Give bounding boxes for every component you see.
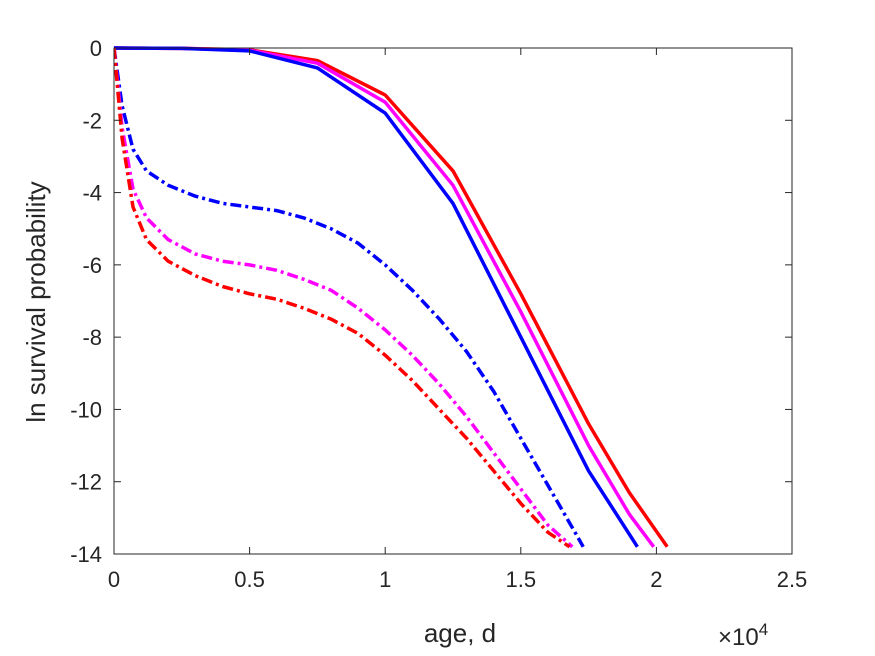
- x-axis-exponent-power: 4: [759, 620, 768, 639]
- series-line-5: [114, 47, 574, 549]
- axes-frame: [113, 47, 793, 555]
- x-tick-label: 2.5: [777, 567, 808, 592]
- series-layer: [114, 46, 669, 549]
- plot-background: [114, 48, 792, 554]
- y-tick-label: -4: [82, 181, 102, 206]
- y-tick-label: -12: [70, 470, 102, 495]
- series-line-6: [114, 47, 571, 549]
- y-tick-label: 0: [90, 36, 102, 61]
- series-line-3: [114, 46, 639, 548]
- y-axis-label: ln survival probability: [21, 181, 51, 422]
- x-tick-label: 1.5: [506, 567, 537, 592]
- x-axis-label: age, d: [424, 618, 496, 648]
- y-tick-label: -2: [82, 108, 102, 133]
- x-tick-label: 0.5: [234, 567, 265, 592]
- y-tick-label: -6: [82, 253, 102, 278]
- series-line-4: [114, 47, 585, 548]
- y-tick-label: -8: [82, 325, 102, 350]
- y-tick-label: -10: [70, 397, 102, 422]
- x-tick-label: 2: [650, 567, 662, 592]
- x-tick-label: 0: [108, 567, 120, 592]
- plot-area: [114, 48, 792, 554]
- y-tick-label: -14: [70, 542, 102, 567]
- x-axis-exponent: ×104: [718, 620, 768, 651]
- x-axis-exponent-base: ×10: [718, 624, 759, 651]
- x-tick-label: 1: [379, 567, 391, 592]
- axes-layer: 0 0.5 1 1.5 2 2.5 0 -2 -4 -6 -8 -10 -12 -14: [70, 36, 807, 592]
